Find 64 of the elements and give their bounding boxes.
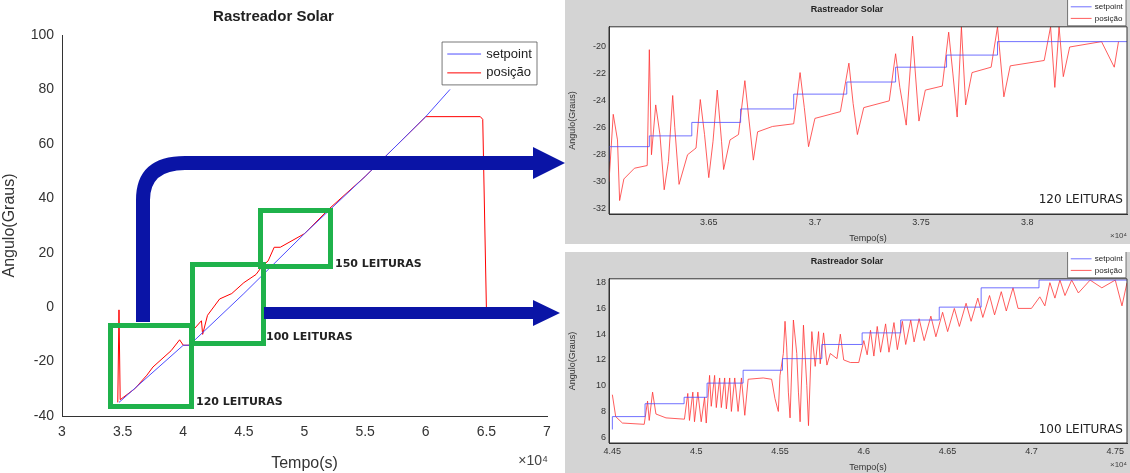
x-tick-label: 4.45 [603, 445, 622, 456]
x-tick-label: 4.5 [689, 445, 703, 456]
y-tick-label: 18 [595, 277, 606, 288]
x-axis-title: Tempo(s) [849, 462, 887, 473]
legend-label: setpoint [486, 45, 533, 61]
x-tick-label: 4 [179, 423, 188, 440]
x-tick-label: 4.55 [771, 445, 789, 456]
y-tick-label: 14 [595, 328, 606, 339]
y-tick-label: 16 [595, 302, 606, 313]
text: ×10⁴ [518, 451, 548, 468]
x-tick-label: 5 [300, 423, 309, 440]
x-tick-label: 4.65 [938, 445, 957, 456]
y-tick-label: -20 [33, 352, 55, 369]
chart-title: Rastreador Solar [213, 7, 335, 25]
x-axis-title: Tempo(s) [849, 233, 887, 244]
y-tick-label: 60 [38, 134, 55, 151]
y-tick-label: -20 [592, 41, 606, 52]
x-tick-label: 4.5 [234, 423, 254, 440]
y-tick-label: 100 [30, 25, 55, 42]
y-axis-title: Angulo(Graus) [0, 173, 18, 278]
x-tick-label: 3 [58, 423, 67, 440]
x-tick-label: 3.65 [700, 216, 718, 227]
text: ×10⁴ [1109, 460, 1128, 470]
text: ×10⁴ [1109, 231, 1128, 241]
y-tick-label: 40 [38, 189, 55, 206]
y-tick-label: -24 [592, 95, 606, 106]
annotation: 100 LEITURAS [1038, 422, 1123, 437]
legend-label: posição [1094, 265, 1123, 275]
y-tick-label: -32 [592, 203, 606, 214]
y-axis-title: Angulo(Graus) [566, 91, 577, 150]
chart-title: Rastreador Solar [810, 255, 884, 266]
x-tick-label: 4.75 [1106, 445, 1125, 456]
y-tick-label: 12 [595, 354, 606, 365]
x-tick-label: 5.5 [355, 423, 376, 440]
y-tick-label: -22 [592, 68, 606, 79]
y-axis-title: Angulo(Graus) [566, 331, 577, 391]
legend-label: posição [486, 64, 532, 80]
y-tick-label: 0 [46, 298, 55, 314]
chart-title: Rastreador Solar [810, 3, 884, 14]
y-tick-label: -40 [33, 406, 55, 423]
y-tick-label: -26 [592, 122, 606, 133]
annotation: 100 LEITURAS [266, 329, 353, 343]
annotation: 120 LEITURAS [1038, 192, 1123, 207]
x-tick-label: 6.5 [476, 423, 497, 440]
x-axis-title: Tempo(s) [271, 453, 338, 471]
x-tick-label: 3.8 [1020, 216, 1034, 227]
annotation: 150 LEITURAS [335, 256, 422, 270]
legend-label: posição [1094, 13, 1123, 23]
x-tick-label: 3.5 [112, 423, 133, 440]
y-tick-label: 20 [38, 243, 55, 260]
x-tick-label: 7 [543, 423, 552, 440]
y-tick-label: -28 [592, 149, 606, 160]
legend-label: setpoint [1094, 2, 1124, 11]
y-tick-label: 80 [38, 80, 55, 97]
legend-label: setpoint [1094, 254, 1124, 263]
x-tick-label: 4.6 [857, 445, 871, 456]
y-tick-label: -30 [592, 176, 606, 187]
x-tick-label: 3.75 [912, 216, 930, 227]
x-tick-label: 6 [421, 423, 430, 440]
y-tick-label: 8 [600, 405, 606, 416]
annotation: 120 LEITURAS [196, 394, 283, 408]
y-tick-label: 10 [595, 380, 606, 391]
x-tick-label: 3.7 [808, 216, 822, 227]
x-tick-label: 4.7 [1025, 445, 1038, 456]
